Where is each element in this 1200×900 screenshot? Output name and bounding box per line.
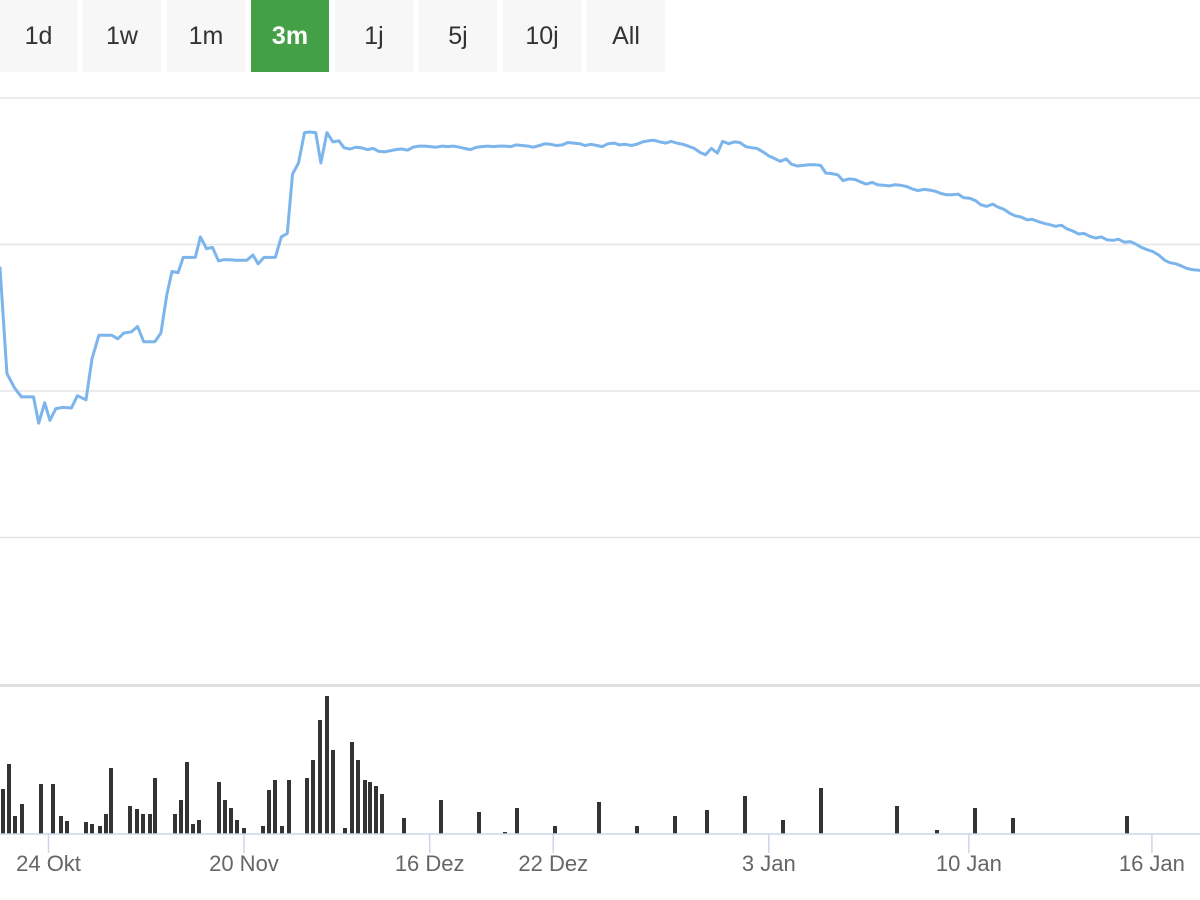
volume-bar <box>553 826 557 834</box>
volume-bar <box>895 806 899 834</box>
volume-bar <box>98 826 102 834</box>
volume-bar <box>705 810 709 834</box>
volume-bar <box>380 794 384 834</box>
x-tick-label: 3 Jan <box>742 851 796 876</box>
volume-bar <box>935 830 939 834</box>
volume-bar <box>109 768 113 834</box>
volume-bar <box>13 816 17 834</box>
volume-bar <box>65 821 69 834</box>
volume-bar <box>7 764 11 834</box>
x-tick-label: 16 Dez <box>395 851 465 876</box>
volume-bar <box>311 760 315 834</box>
x-axis-ticks: 24 Okt 20 Nov 16 Dez 22 Dez 3 Jan 10 Jan 16 Ja… <box>16 834 1185 876</box>
volume-bar <box>503 832 507 834</box>
volume-bar <box>325 696 329 834</box>
volume-bar <box>287 780 291 834</box>
x-tick-label: 20 Nov <box>209 851 279 876</box>
volume-bar <box>331 750 335 834</box>
volume-bar <box>59 816 63 834</box>
volume-bar <box>135 809 139 834</box>
x-tick-label: 24 Okt <box>16 851 81 876</box>
volume-bar <box>1 789 5 834</box>
range-button-1j[interactable]: 1j <box>335 0 413 72</box>
range-button-3m[interactable]: 3m <box>251 0 329 72</box>
volume-bar <box>84 822 88 834</box>
volume-bar <box>280 826 284 834</box>
volume-bar <box>39 784 43 834</box>
volume-bar <box>197 820 201 834</box>
volume-bar <box>374 786 378 834</box>
volume-bar <box>1011 818 1015 834</box>
range-button-10j[interactable]: 10j <box>503 0 581 72</box>
volume-bar <box>356 760 360 834</box>
volume-bar <box>781 820 785 834</box>
volume-bar <box>635 826 639 834</box>
volume-bar <box>368 782 372 834</box>
volume-bar <box>20 804 24 834</box>
volume-bar <box>402 818 406 834</box>
volume-bar <box>104 814 108 834</box>
range-button-5j[interactable]: 5j <box>419 0 497 72</box>
volume-bar <box>128 806 132 834</box>
x-tick-label: 16 Jan <box>1119 851 1185 876</box>
volume-bar <box>477 812 481 834</box>
volume-bar <box>673 816 677 834</box>
volume-bar <box>179 800 183 834</box>
volume-bar <box>191 824 195 834</box>
range-button-1d[interactable]: 1d <box>0 0 77 72</box>
volume-bar <box>90 824 94 834</box>
range-button-1m[interactable]: 1m <box>167 0 245 72</box>
volume-bar <box>515 808 519 834</box>
volume-bar <box>363 780 367 834</box>
grid-lines <box>0 97 1200 539</box>
range-button-1w[interactable]: 1w <box>83 0 161 72</box>
volume-bar <box>223 800 227 834</box>
volume-bar <box>973 808 977 834</box>
x-tick-label: 22 Dez <box>518 851 588 876</box>
volume-bar <box>743 796 747 834</box>
range-button-all[interactable]: All <box>587 0 665 72</box>
volume-bar <box>305 778 309 834</box>
range-selector: 1d 1w 1m 3m 1j 5j 10j All <box>0 0 671 72</box>
volume-separator <box>0 684 1200 687</box>
volume-bar <box>439 800 443 834</box>
volume-bar <box>173 814 177 834</box>
volume-bar <box>153 778 157 834</box>
volume-bar <box>235 820 239 834</box>
volume-bar <box>242 828 246 834</box>
volume-bar <box>597 802 601 834</box>
volume-bar <box>148 814 152 834</box>
price-line <box>0 130 1200 425</box>
volume-bar <box>318 720 322 834</box>
volume-bar <box>1125 816 1129 834</box>
volume-bar <box>350 742 354 834</box>
volume-bar <box>185 762 189 834</box>
volume-bars <box>1 696 1129 834</box>
volume-bar <box>229 808 233 834</box>
volume-bar <box>343 828 347 834</box>
volume-bar <box>217 782 221 834</box>
volume-bar <box>261 826 265 834</box>
x-tick-label: 10 Jan <box>936 851 1002 876</box>
price-line-group <box>0 130 1200 425</box>
volume-bar <box>819 788 823 834</box>
volume-bar <box>267 790 271 834</box>
volume-bar <box>51 784 55 834</box>
volume-bar <box>273 780 277 834</box>
volume-bar <box>141 814 145 834</box>
